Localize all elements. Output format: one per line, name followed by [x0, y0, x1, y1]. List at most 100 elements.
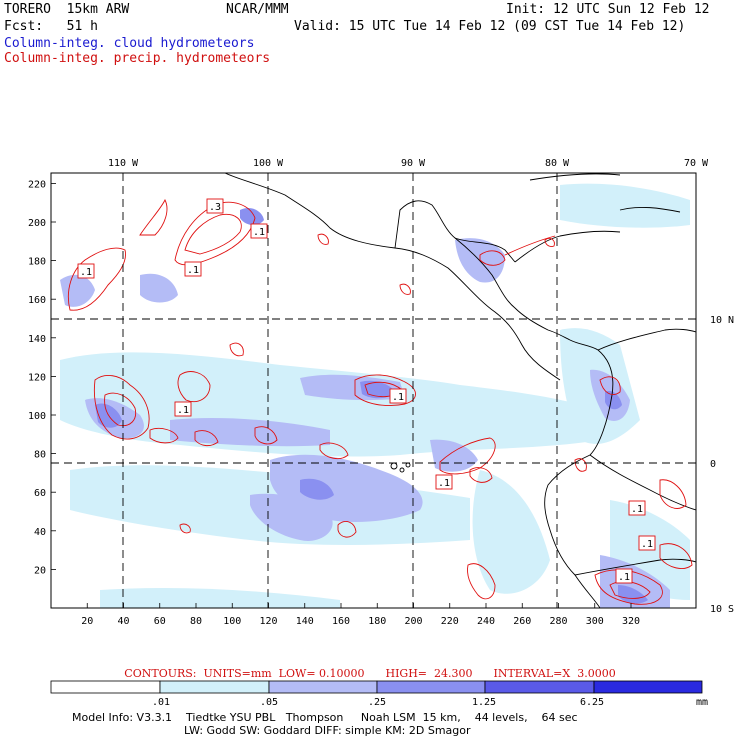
- colorbar-bin: [159, 680, 270, 694]
- y-tick-label: 220: [28, 179, 46, 190]
- precip-contour: [254, 426, 278, 445]
- x-axis: 20 40 60 80 100 120 140 160 180 200 220 240 260 280 30…: [81, 603, 640, 627]
- galapagos-island: [390, 462, 398, 470]
- contour-label-text: .1: [438, 478, 450, 489]
- precip-contour: [354, 374, 416, 406]
- contour-label-text: .1: [618, 572, 630, 583]
- contour-label-box: [174, 401, 192, 417]
- precip-contour: [599, 376, 621, 395]
- precip-contour: [179, 523, 191, 534]
- model-info-line2: LW: Godd SW: Goddard DIFF: simple KM: 2D…: [184, 724, 471, 737]
- contour-label-box: [615, 568, 633, 584]
- contour-label-text: .1: [641, 539, 653, 550]
- x-tick-label: 260: [513, 616, 531, 627]
- colorbar-label: 1.25: [472, 697, 497, 708]
- contour-label: .1: [615, 568, 633, 584]
- colorbar-bin: [50, 680, 161, 694]
- cloud-fill-medium: [60, 274, 95, 307]
- y-tick-label: 140: [28, 334, 46, 345]
- x-tick-label: 80: [190, 616, 202, 627]
- colorbar-units: mm: [696, 697, 709, 708]
- precip-contour: [184, 213, 242, 255]
- field-precip-label: Column-integ. precip. hydrometeors: [4, 51, 271, 66]
- coastline-central-america: [454, 237, 571, 341]
- contour-label-box: [77, 263, 95, 279]
- contour-label-box: [389, 388, 407, 404]
- x-tick-label: 280: [549, 616, 567, 627]
- cloud-fill-dark: [300, 478, 334, 500]
- coastline-south-america: [544, 339, 614, 608]
- precip-contour: [104, 392, 137, 427]
- latlon-grid: [51, 173, 696, 608]
- contour-label: .1: [628, 500, 646, 516]
- contour-label-text: .3: [209, 202, 221, 213]
- coastline-peru-border: [574, 558, 696, 576]
- cloud-fill-layer: [60, 183, 690, 608]
- cloud-fill-medium: [140, 273, 178, 303]
- galapagos-island: [399, 467, 405, 473]
- x-tick-label: 40: [117, 616, 129, 627]
- y-tick-label: 40: [34, 527, 46, 538]
- precip-contour: [469, 467, 493, 483]
- colorbar-label: .05: [260, 697, 279, 708]
- field-cloud-label: Column-integ. cloud hydrometeors: [4, 36, 255, 51]
- cloud-fill-dark: [605, 390, 622, 410]
- x-tick-label: 120: [259, 616, 277, 627]
- contour-label-layer: .3 .1 .1 .1 .1 .1 .1 .1 .1 .1: [77, 198, 656, 584]
- x-tick-label: 320: [622, 616, 640, 627]
- colorbar-bin: [268, 680, 378, 694]
- y-tick-label: 100: [28, 411, 46, 422]
- x-tick-label: 60: [154, 616, 166, 627]
- y-tick-label: 20: [34, 565, 46, 576]
- model-info: Model Info: V3.3.1 Tiedtke YSU PBL Thomp…: [72, 711, 578, 737]
- precip-contour: [574, 458, 587, 472]
- colorbar: [50, 680, 703, 694]
- colorbar-label: .25: [368, 697, 387, 708]
- org-label: NCAR/MMM: [226, 2, 289, 17]
- latitude-label: 10 S: [710, 604, 734, 615]
- longitude-labels: 110 W 100 W 90 W 80 W 70 W: [108, 158, 709, 169]
- coastline-caribbean: [514, 230, 621, 263]
- coastline-colombia-border: [597, 328, 696, 351]
- y-tick-label: 80: [34, 450, 46, 461]
- cloud-fill-medium: [430, 439, 478, 472]
- contour-label-box: [435, 474, 453, 490]
- longitude-label: 90 W: [401, 158, 426, 169]
- x-tick-label: 300: [586, 616, 604, 627]
- cloud-fill-dark: [618, 585, 648, 604]
- contour-label: .1: [174, 401, 192, 417]
- contour-label-text: .1: [631, 504, 643, 515]
- cloud-fill-medium: [170, 418, 330, 447]
- precip-contour: [139, 198, 168, 236]
- contour-label-text: .1: [392, 392, 404, 403]
- y-axis: 20 40 60 80 100 120 140 160 180 200 220: [28, 179, 56, 576]
- contour-label: .1: [389, 388, 407, 404]
- colorbar-bin: [484, 680, 595, 694]
- longitude-label: 80 W: [545, 158, 570, 169]
- model-info-line1: Model Info: V3.3.1 Tiedtke YSU PBL Thomp…: [72, 711, 578, 724]
- x-tick-label: 20: [81, 616, 93, 627]
- y-tick-label: 120: [28, 372, 46, 383]
- precip-contour: [194, 430, 219, 447]
- contour-label-box: [628, 500, 646, 516]
- latitude-labels: 10 N 0 10 S: [710, 315, 734, 615]
- init-time: Init: 12 UTC Sun 12 Feb 12: [506, 2, 710, 17]
- colorbar-bin: [376, 680, 486, 694]
- precip-contour: [149, 427, 179, 444]
- precip-contour: [319, 442, 349, 460]
- precip-contour: [467, 563, 496, 600]
- contour-label: .1: [77, 263, 95, 279]
- precip-contour: [659, 479, 687, 509]
- cloud-fill-light: [560, 183, 690, 228]
- precip-contour: [399, 283, 411, 295]
- model-title: TORERO 15km ARW: [4, 2, 130, 17]
- contour-label-text: .1: [253, 227, 265, 238]
- precip-contour-layer: [67, 198, 693, 605]
- precip-contour: [439, 437, 496, 475]
- colorbar-label: .01: [152, 697, 171, 708]
- precip-contour: [93, 374, 150, 440]
- galapagos-island: [405, 462, 411, 468]
- contour-info: CONTOURS: UNITS=mm LOW= 0.10000 HIGH= 24…: [124, 667, 616, 680]
- coastline-cuba: [529, 173, 621, 181]
- x-tick-label: 100: [223, 616, 241, 627]
